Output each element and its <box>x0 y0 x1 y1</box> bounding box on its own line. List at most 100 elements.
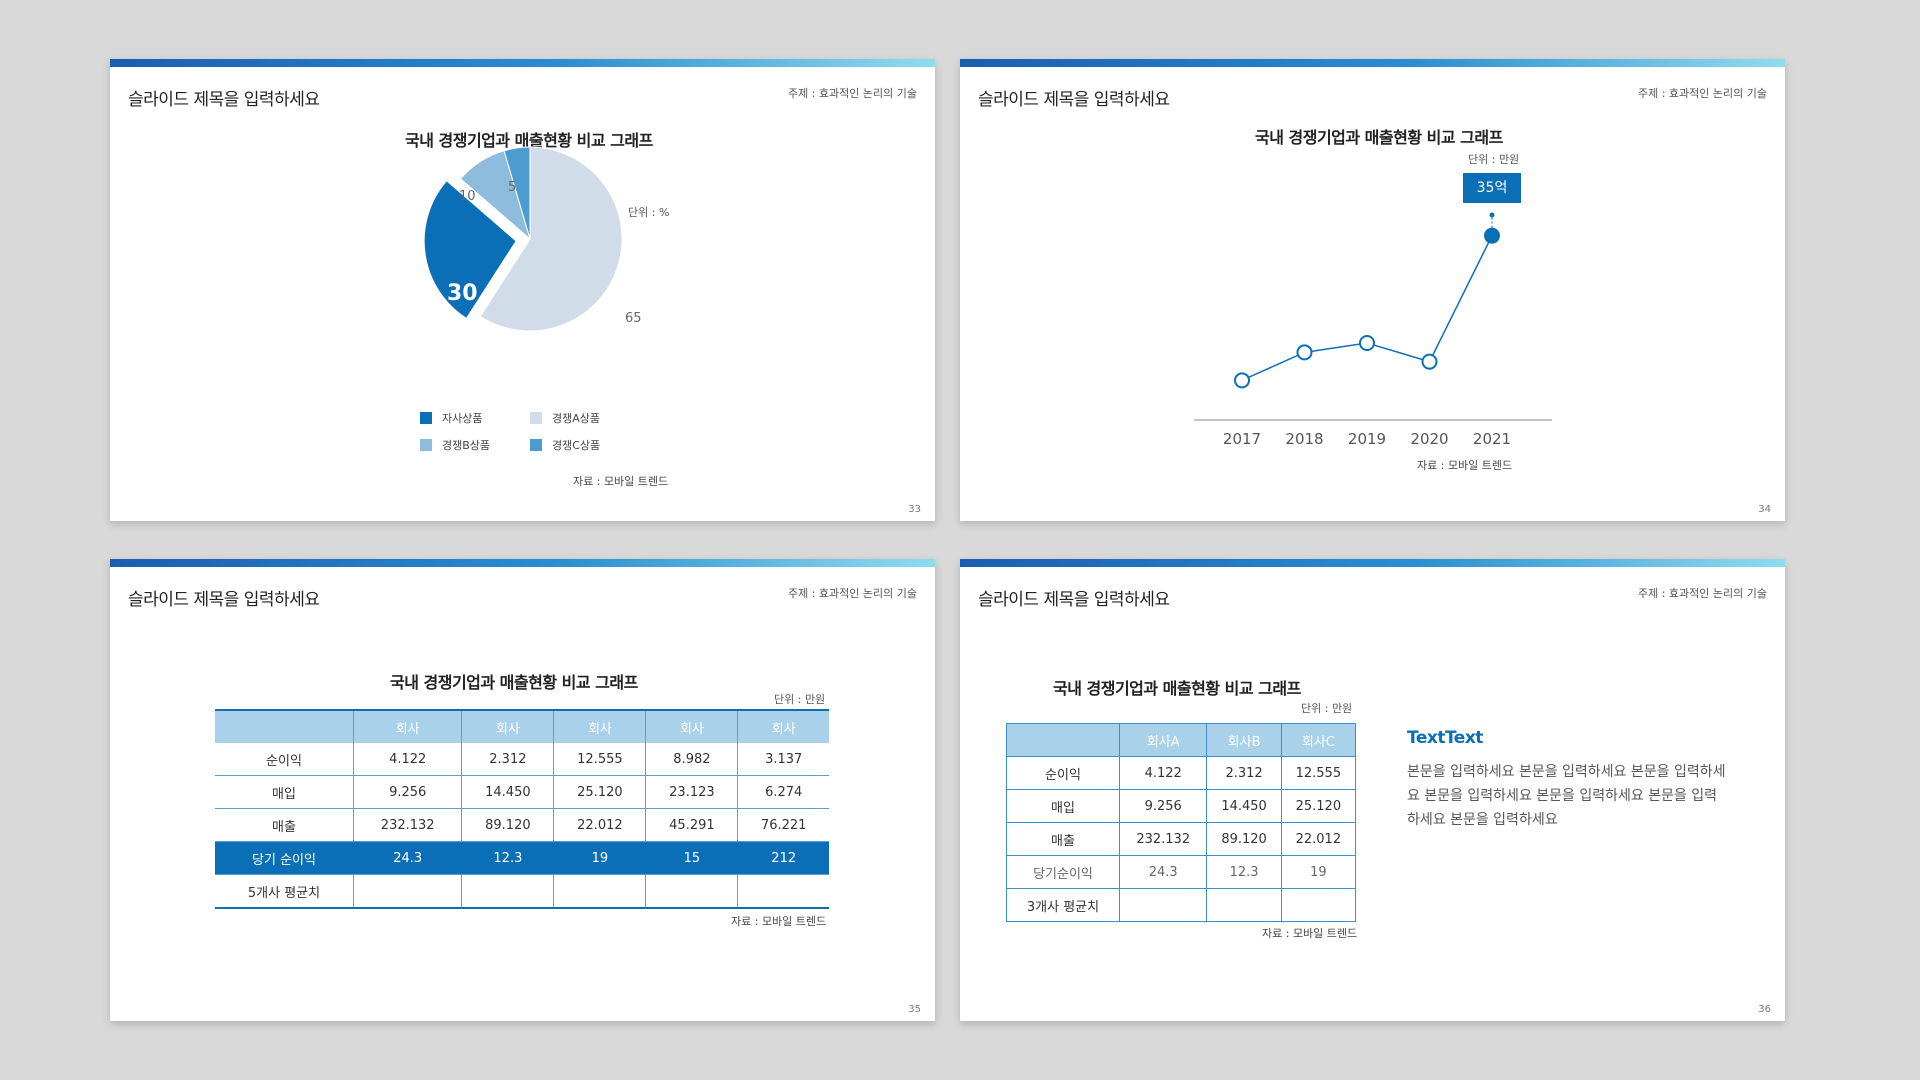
table-cell <box>1118 888 1208 922</box>
table-cell: 19 <box>553 841 646 875</box>
slide-33[interactable]: 슬라이드 제목을 입력하세요 주제 : 효과적인 논리의 기술 국내 경쟁기업과… <box>110 59 935 521</box>
table-header-cell: 회사 <box>737 710 829 743</box>
table-cell: 14.450 <box>461 775 554 809</box>
slide-topic: 주제 : 효과적인 논리의 기술 <box>787 87 917 100</box>
table-row: 당기순이익 24.3 12.3 19 <box>1006 855 1357 889</box>
pie-slice <box>423 180 517 320</box>
x-tick-label: 2019 <box>1348 430 1386 448</box>
pie-label-d: 65 <box>625 311 642 326</box>
row-label: 순이익 <box>1006 756 1120 790</box>
slide-35[interactable]: 슬라이드 제목을 입력하세요 주제 : 효과적인 논리의 기술 국내 경쟁기업과… <box>110 559 935 1021</box>
callout-badge: 35억 <box>1463 173 1521 203</box>
legend-item-c: 경쟁C상품 <box>530 437 600 453</box>
table-row: 순이익 4.122 2.312 12.555 <box>1006 756 1357 790</box>
legend-label: 경쟁B상품 <box>442 439 491 452</box>
table-cell: 2.312 <box>461 743 554 776</box>
page-number: 34 <box>1758 504 1771 515</box>
page-number: 35 <box>908 1004 921 1015</box>
callout-dot <box>1489 212 1495 218</box>
source-label: 자료 : 모바일 트렌드 <box>573 475 669 488</box>
unit-label: 단위 : 만원 <box>1468 153 1520 166</box>
table-cell: 89.120 <box>461 808 554 842</box>
legend-item-a: 경쟁A상품 <box>530 410 600 426</box>
slide-34[interactable]: 슬라이드 제목을 입력하세요 주제 : 효과적인 논리의 기술 국내 경쟁기업과… <box>960 59 1785 521</box>
row-label: 5개사 평균치 <box>215 874 354 909</box>
legend-label: 경쟁A상품 <box>552 412 601 425</box>
table-cell <box>352 874 462 909</box>
table-row: 매출 232.132 89.120 22.012 <box>1006 822 1357 856</box>
table-header-cell: 회사A <box>1118 723 1208 757</box>
table-cell: 19 <box>1280 855 1357 889</box>
table-header-cell: 회사 <box>461 710 554 743</box>
chart-title: 국내 경쟁기업과 매출현황 비교 그래프 <box>1255 128 1503 147</box>
pie-chart <box>423 146 623 332</box>
slide-36[interactable]: 슬라이드 제목을 입력하세요 주제 : 효과적인 논리의 기술 국내 경쟁기업과… <box>960 559 1785 1021</box>
table-cell: 45.291 <box>645 808 738 842</box>
table-cell: 4.122 <box>352 743 462 776</box>
source-label: 자료 : 모바일 트렌드 <box>1417 459 1513 472</box>
table-cell: 14.450 <box>1206 789 1282 823</box>
table-header-cell <box>215 710 354 743</box>
legend-item-own: 자사상품 <box>420 410 482 426</box>
table-row: 매입 9.256 14.450 25.120 <box>1006 789 1357 823</box>
row-label: 순이익 <box>215 743 354 776</box>
table-cell <box>1206 888 1282 922</box>
legend-item-b: 경쟁B상품 <box>420 437 490 453</box>
table-row: 3개사 평균치 <box>1006 888 1357 922</box>
table-cell: 22.012 <box>1280 822 1357 856</box>
table-cell: 2.312 <box>1206 756 1282 790</box>
table-cell <box>645 874 738 909</box>
table-cell <box>461 874 554 909</box>
table-header-cell: 회사 <box>352 710 462 743</box>
table-cell: 212 <box>737 841 829 875</box>
table-cell <box>737 874 829 909</box>
pie-slice <box>503 146 531 240</box>
table-cell: 9.256 <box>352 775 462 809</box>
table-cell: 24.3 <box>352 841 462 875</box>
x-tick-label: 2020 <box>1410 430 1448 448</box>
x-tick-label: 2018 <box>1285 430 1323 448</box>
row-label: 매출 <box>1006 822 1120 856</box>
pie-label-b: 10 <box>459 189 476 204</box>
slide-top-bar <box>960 59 1785 67</box>
table-row: 5개사 평균치 <box>215 874 829 909</box>
text-title: TextText <box>1407 728 1483 748</box>
source-label: 자료 : 모바일 트렌드 <box>1262 927 1358 940</box>
x-tick-label: 2021 <box>1473 430 1511 448</box>
line-chart: 2017 2018 2019 2020 2021 <box>1194 212 1552 448</box>
row-label: 3개사 평균치 <box>1006 888 1120 922</box>
slide-title: 슬라이드 제목을 입력하세요 <box>978 590 1170 610</box>
chart-title: 국내 경쟁기업과 매출현황 비교 그래프 <box>1053 679 1301 698</box>
pie-label-a: 30 <box>447 281 478 306</box>
table-header-cell: 회사C <box>1280 723 1357 757</box>
page-number: 33 <box>908 504 921 515</box>
table-row: 매입 9.256 14.450 25.120 23.123 6.274 <box>215 775 829 809</box>
slide-top-bar <box>960 559 1785 567</box>
data-point <box>1484 227 1500 244</box>
table-header-cell: 회사 <box>645 710 738 743</box>
table-cell: 76.221 <box>737 808 829 842</box>
row-label: 매입 <box>1006 789 1120 823</box>
slide-topic: 주제 : 효과적인 논리의 기술 <box>787 587 917 600</box>
table-cell: 8.982 <box>645 743 738 776</box>
slide-top-bar <box>110 559 935 567</box>
table-cell: 15 <box>645 841 738 875</box>
slide-title: 슬라이드 제목을 입력하세요 <box>128 590 320 610</box>
table-header-cell: 회사 <box>553 710 646 743</box>
table-header-row: 회사 회사 회사 회사 회사 <box>215 710 829 743</box>
row-label: 매출 <box>215 808 354 842</box>
table-cell: 25.120 <box>1280 789 1357 823</box>
unit-label: 단위 : 만원 <box>774 693 826 706</box>
unit-label: 단위 : % <box>628 206 670 219</box>
data-table: 회사 회사 회사 회사 회사 순이익 4.122 2.312 12.555 8.… <box>215 709 829 909</box>
slide-topic: 주제 : 효과적인 논리의 기술 <box>1637 87 1767 100</box>
data-point <box>1359 335 1375 351</box>
data-point <box>1296 344 1313 361</box>
row-label: 당기 순이익 <box>215 841 354 875</box>
slide-title: 슬라이드 제목을 입력하세요 <box>128 90 320 110</box>
chart-title: 국내 경쟁기업과 매출현황 비교 그래프 <box>405 131 653 150</box>
table-cell: 12.3 <box>1206 855 1282 889</box>
table-cell <box>553 874 646 909</box>
table-header-cell <box>1006 723 1120 757</box>
legend-swatch <box>420 439 432 451</box>
